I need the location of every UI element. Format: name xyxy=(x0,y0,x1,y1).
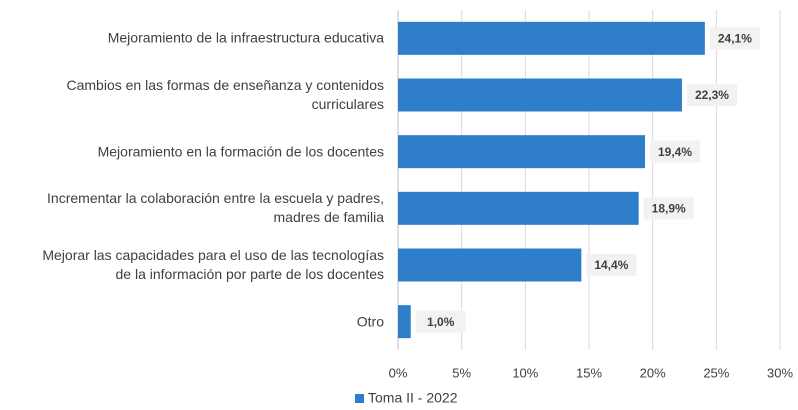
value-label: 1,0% xyxy=(427,315,455,329)
value-label-bg xyxy=(709,27,760,50)
x-tick-label: 15% xyxy=(576,365,602,380)
bar xyxy=(398,78,682,112)
x-tick-label: 30% xyxy=(767,365,793,380)
bar xyxy=(398,305,411,339)
value-label: 24,1% xyxy=(718,32,752,46)
value-label: 14,4% xyxy=(594,258,628,272)
value-label: 19,4% xyxy=(658,145,692,159)
x-tick-label: 25% xyxy=(703,365,729,380)
value-label: 22,3% xyxy=(695,88,729,102)
x-tick-label: 5% xyxy=(452,365,471,380)
bar xyxy=(398,248,582,282)
y-tick-label: Mejoramiento en la formación de los doce… xyxy=(97,143,384,160)
value-label-bg xyxy=(415,310,466,333)
value-label-bg xyxy=(643,197,694,220)
value-label-bg xyxy=(586,254,637,276)
bar xyxy=(398,191,639,225)
x-tick-label: 10% xyxy=(512,365,538,380)
y-tick-label: Cambios en las formas de enseñanza y con… xyxy=(66,77,384,112)
bar xyxy=(398,21,705,55)
y-tick-label: Otro xyxy=(356,313,384,330)
x-tick-label: 0% xyxy=(389,365,408,380)
x-tick-label: 20% xyxy=(640,365,666,380)
value-label-bg xyxy=(686,84,737,106)
y-tick-label: Mejoramiento de la infraestructura educa… xyxy=(107,29,384,46)
legend-swatch xyxy=(355,394,364,403)
bar xyxy=(398,135,646,169)
value-label: 18,9% xyxy=(652,202,686,216)
legend-label: Toma II - 2022 xyxy=(368,390,458,406)
value-label-bg xyxy=(650,140,701,163)
y-tick-label: Mejorar las capacidades para el uso de l… xyxy=(42,247,384,282)
y-tick-label: Incrementar la colaboración entre la esc… xyxy=(47,190,384,226)
